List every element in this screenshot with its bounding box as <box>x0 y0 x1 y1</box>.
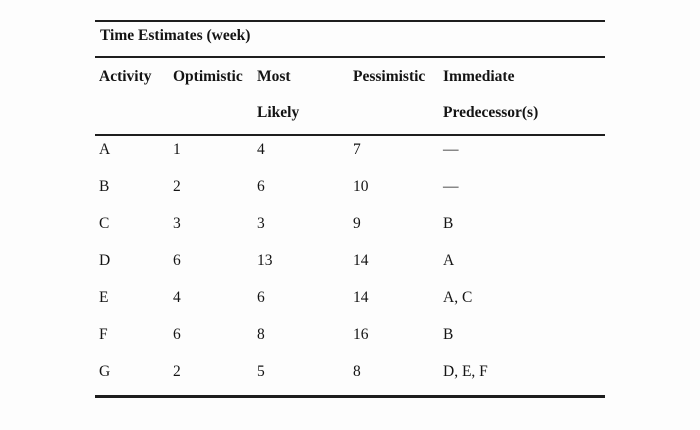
cell-activity: A <box>99 141 111 158</box>
cell-pessimistic: 7 <box>353 141 361 158</box>
cell-pessimistic: 9 <box>353 215 361 232</box>
cell-pessimistic: 8 <box>353 363 361 380</box>
cell-pessimistic: 14 <box>353 252 369 269</box>
cell-predecessors: A, C <box>443 289 473 306</box>
table-header-row: Activity Optimistic Most Likely Pessimis… <box>95 58 605 136</box>
cell-pessimistic: 16 <box>353 326 369 343</box>
cell-predecessors: D, E, F <box>443 363 488 380</box>
cell-optimistic: 6 <box>173 252 181 269</box>
cell-optimistic: 1 <box>173 141 181 158</box>
cell-activity: F <box>99 326 108 343</box>
cell-most-likely: 4 <box>257 141 265 158</box>
time-estimates-table: Time Estimates (week) Activity Optimisti… <box>95 20 605 398</box>
column-header-optimistic: Optimistic <box>173 68 243 85</box>
cell-most-likely: 6 <box>257 289 265 306</box>
table-row: A 1 4 7 — <box>95 136 605 173</box>
cell-activity: E <box>99 289 109 306</box>
cell-predecessors: — <box>443 178 459 195</box>
cell-activity: B <box>99 178 110 195</box>
cell-most-likely: 3 <box>257 215 265 232</box>
cell-optimistic: 3 <box>173 215 181 232</box>
cell-optimistic: 4 <box>173 289 181 306</box>
table-row: B 2 6 10 — <box>95 173 605 210</box>
cell-most-likely: 5 <box>257 363 265 380</box>
cell-most-likely: 6 <box>257 178 265 195</box>
cell-activity: D <box>99 252 111 269</box>
column-header-pessimistic: Pessimistic <box>353 68 426 85</box>
table-row: G 2 5 8 D, E, F <box>95 358 605 395</box>
column-header-predecessors: Immediate Predecessor(s) <box>443 68 539 121</box>
table-row: E 4 6 14 A, C <box>95 284 605 321</box>
cell-activity: C <box>99 215 110 232</box>
cell-predecessors: — <box>443 141 459 158</box>
cell-most-likely: 8 <box>257 326 265 343</box>
cell-predecessors: A <box>443 252 455 269</box>
cell-optimistic: 6 <box>173 326 181 343</box>
cell-optimistic: 2 <box>173 178 181 195</box>
table-body: A 1 4 7 — B 2 6 10 — C 3 3 9 B D 6 13 14… <box>95 136 605 395</box>
column-header-most-likely: Most Likely <box>257 68 300 121</box>
cell-pessimistic: 14 <box>353 289 369 306</box>
table-row: D 6 13 14 A <box>95 247 605 284</box>
cell-activity: G <box>99 363 111 380</box>
column-header-activity: Activity <box>99 68 152 85</box>
cell-predecessors: B <box>443 215 454 232</box>
cell-predecessors: B <box>443 326 454 343</box>
table-row: C 3 3 9 B <box>95 210 605 247</box>
cell-pessimistic: 10 <box>353 178 369 195</box>
cell-most-likely: 13 <box>257 252 273 269</box>
cell-optimistic: 2 <box>173 363 181 380</box>
table-row: F 6 8 16 B <box>95 321 605 358</box>
table-title: Time Estimates (week) <box>95 22 605 58</box>
